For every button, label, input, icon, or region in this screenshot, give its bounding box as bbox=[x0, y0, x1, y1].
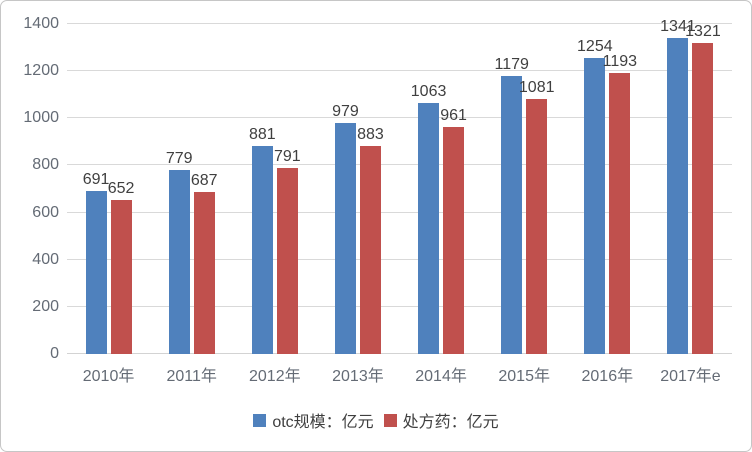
category-group-2014年: 1063 961 bbox=[400, 24, 483, 354]
category-group-2015年: 1179 1081 bbox=[483, 24, 566, 354]
legend-label-rx: 处方药：亿元 bbox=[402, 414, 499, 431]
bar-otc-2016年 bbox=[584, 58, 606, 354]
gridline-400 bbox=[67, 259, 732, 260]
ytick-200: 200 bbox=[32, 298, 59, 315]
bar-label-otc-2010年: 691 bbox=[82, 171, 110, 189]
bar-label-otc-2012年: 881 bbox=[248, 126, 276, 144]
gridline-800 bbox=[67, 164, 732, 165]
bar-rx-2014年 bbox=[443, 127, 465, 354]
bar-rx-2010年 bbox=[110, 200, 132, 354]
legend-item-otc: otc规模：亿元 bbox=[253, 408, 374, 432]
ytick-1400: 1400 bbox=[23, 15, 59, 32]
xtick-2013年: 2013年 bbox=[332, 368, 384, 385]
xtick-2012年: 2012年 bbox=[249, 368, 301, 385]
xtick-2010年: 2010年 bbox=[82, 368, 135, 385]
bar-label-otc-2013年: 979 bbox=[332, 103, 359, 121]
bar-rx-2012年 bbox=[276, 168, 298, 354]
bar-label-rx-2015年: 1081 bbox=[518, 79, 555, 97]
ytick-1200: 1200 bbox=[23, 62, 59, 79]
legend-label-otc: otc规模：亿元 bbox=[272, 414, 374, 431]
ytick-600: 600 bbox=[32, 204, 59, 221]
category-group-2011年: 779 687 bbox=[150, 24, 233, 354]
ytick-1000: 1000 bbox=[23, 109, 59, 126]
bar-rx-2015年 bbox=[526, 99, 548, 354]
bar-label-otc-2017年e: 1341 bbox=[660, 18, 696, 36]
bar-label-rx-2014年: 961 bbox=[440, 107, 467, 125]
legend: otc规模：亿元 处方药：亿元 bbox=[1, 408, 751, 432]
bar-label-otc-2015年: 1179 bbox=[494, 56, 529, 74]
bar-label-rx-2017年e: 1321 bbox=[685, 23, 721, 41]
bar-otc-2017年e bbox=[667, 38, 689, 354]
bar-label-otc-2016年: 1254 bbox=[577, 38, 613, 56]
bar-rx-2013年 bbox=[359, 146, 381, 354]
bar-label-rx-2013年: 883 bbox=[357, 126, 384, 144]
bar-otc-2013年 bbox=[334, 123, 356, 354]
gridline-1000 bbox=[67, 117, 732, 118]
bar-otc-2014年 bbox=[418, 103, 440, 354]
gridline-600 bbox=[67, 212, 732, 213]
xtick-2017年e: 2017年e bbox=[660, 368, 721, 385]
bar-label-otc-2014年: 1063 bbox=[410, 83, 447, 101]
bar-otc-2015年 bbox=[501, 76, 523, 354]
otc-series-swatch-icon bbox=[253, 413, 267, 427]
gridline-0 bbox=[67, 353, 732, 354]
gridline-1400 bbox=[67, 23, 732, 24]
bar-groups: 691 652 779 687 881 791 979 883 1063 961 1179 1081 1… bbox=[67, 18, 732, 354]
gridline-1200 bbox=[67, 70, 732, 71]
gridline-200 bbox=[67, 306, 732, 307]
xtick-2015年: 2015年 bbox=[498, 368, 550, 385]
x-axis: 2010年 2011年 2012年 2013年 2014年 2015年 2016年 2017年… bbox=[67, 362, 732, 386]
bar-rx-2011年 bbox=[193, 192, 215, 354]
plot-area: 691 652 779 687 881 791 979 883 1063 961 1179 1081 1… bbox=[67, 18, 732, 354]
category-group-2016年: 1254 1193 bbox=[566, 24, 649, 354]
bar-otc-2011年 bbox=[168, 170, 190, 354]
bar-label-otc-2011年: 779 bbox=[165, 150, 193, 168]
category-group-2010年: 691 652 bbox=[67, 24, 150, 354]
ytick-800: 800 bbox=[32, 156, 59, 173]
rx-series-swatch-icon bbox=[383, 413, 397, 427]
bar-label-rx-2016年: 1193 bbox=[602, 53, 638, 71]
bar-rx-2016年 bbox=[609, 73, 631, 354]
bar-label-rx-2010年: 652 bbox=[107, 180, 135, 198]
xtick-2011年: 2011年 bbox=[166, 368, 217, 385]
bar-otc-2012年 bbox=[251, 146, 273, 354]
xtick-2014年: 2014年 bbox=[415, 368, 467, 385]
legend-item-rx: 处方药：亿元 bbox=[383, 408, 499, 432]
ytick-400: 400 bbox=[32, 251, 59, 268]
category-group-2013年: 979 883 bbox=[316, 24, 399, 354]
y-axis: 0 200 400 600 800 1000 1200 1400 bbox=[1, 16, 59, 362]
category-group-2012年: 881 791 bbox=[233, 24, 316, 354]
xtick-2016年: 2016年 bbox=[581, 368, 634, 385]
bar-rx-2017年e bbox=[692, 43, 714, 354]
ytick-0: 0 bbox=[50, 345, 59, 362]
bar-label-rx-2011年: 687 bbox=[190, 172, 218, 190]
bar-otc-2010年 bbox=[85, 191, 107, 354]
category-group-2017年e: 1341 1321 bbox=[649, 18, 732, 354]
bar-label-rx-2012年: 791 bbox=[273, 148, 301, 166]
